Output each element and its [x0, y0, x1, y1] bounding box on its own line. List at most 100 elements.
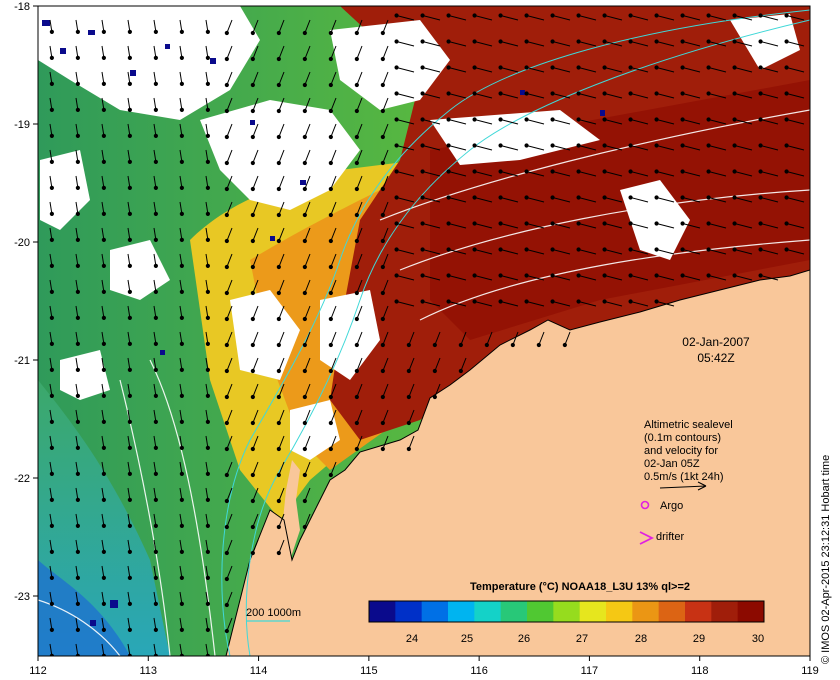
velocity-arrow: [278, 45, 285, 60]
velocity-arrow-head: [302, 82, 307, 88]
velocity-arrow: [552, 119, 571, 125]
velocity-arrow-head: [49, 471, 54, 476]
velocity-arrow: [526, 145, 545, 151]
velocity-arrow-head: [602, 91, 607, 96]
velocity-arrow-head: [205, 445, 210, 450]
velocity-arrow-head: [432, 394, 437, 400]
velocity-arrow: [356, 331, 363, 346]
velocity-arrow-head: [550, 299, 555, 304]
velocity-arrow-head: [472, 91, 477, 96]
velocity-arrow-head: [224, 498, 229, 504]
velocity-arrow: [422, 249, 441, 255]
velocity-arrow: [604, 301, 623, 307]
velocity-arrow: [474, 249, 493, 255]
y-tick-label: -21: [14, 355, 30, 367]
velocity-arrow-head: [224, 186, 229, 192]
velocity-arrow-head: [732, 143, 737, 148]
colorbar-tick-label: 25: [461, 633, 473, 645]
velocity-arrow-head: [153, 55, 158, 60]
velocity-arrow-head: [179, 627, 184, 632]
velocity-arrow-head: [706, 91, 711, 96]
velocity-arrow-head: [380, 56, 385, 62]
velocity-arrow-head: [205, 55, 210, 60]
velocity-arrow-head: [302, 108, 307, 114]
velocity-arrow: [226, 487, 233, 502]
velocity-arrow: [526, 249, 545, 255]
velocity-arrow: [304, 149, 311, 164]
velocity-arrow: [474, 171, 493, 177]
velocity-arrow: [278, 19, 285, 34]
velocity-arrow: [604, 275, 623, 281]
velocity-arrow-head: [328, 108, 333, 114]
velocity-arrow-head: [420, 247, 425, 252]
velocity-arrow: [356, 279, 363, 294]
velocity-arrow-head: [524, 39, 529, 44]
velocity-arrow: [526, 301, 545, 307]
velocity-arrow-head: [354, 446, 359, 452]
velocity-arrow-head: [127, 159, 132, 164]
velocity-arrow-head: [420, 91, 425, 96]
velocity-arrow-head: [127, 289, 132, 294]
velocity-arrow-head: [758, 117, 763, 122]
velocity-arrow-head: [354, 290, 359, 296]
velocity-arrow: [422, 197, 441, 203]
velocity-arrow-head: [179, 341, 184, 346]
velocity-arrow: [278, 201, 285, 216]
velocity-arrow-head: [498, 273, 503, 278]
velocity-arrow: [252, 71, 259, 86]
velocity-arrow-head: [179, 471, 184, 476]
velocity-arrow-head: [758, 247, 763, 252]
velocity-arrow-head: [224, 160, 229, 166]
velocity-arrow-head: [276, 368, 281, 374]
velocity-arrow-head: [394, 65, 399, 70]
velocity-arrow-head: [406, 446, 411, 452]
velocity-arrow-head: [276, 498, 281, 504]
velocity-arrow-head: [205, 341, 210, 346]
velocity-arrow: [422, 275, 441, 281]
velocity-arrow-head: [302, 368, 307, 374]
velocity-arrow: [708, 93, 727, 99]
velocity-arrow-head: [224, 550, 229, 556]
velocity-arrow-head: [127, 549, 132, 554]
velocity-arrow-head: [205, 627, 210, 632]
velocity-arrow-head: [432, 342, 437, 348]
velocity-arrow: [552, 275, 571, 281]
velocity-arrow-head: [276, 30, 281, 36]
velocity-arrow-head: [328, 394, 333, 400]
velocity-arrow: [278, 357, 285, 372]
velocity-arrow-head: [498, 65, 503, 70]
colorbar-title: Temperature (°C) NOAA18_L3U 13% ql>=2: [470, 581, 690, 593]
velocity-arrow: [382, 71, 389, 86]
velocity-arrow-head: [524, 143, 529, 148]
velocity-arrow-head: [576, 13, 581, 18]
velocity-arrow-head: [328, 186, 333, 192]
velocity-arrow: [226, 45, 233, 60]
velocity-arrow: [734, 223, 753, 229]
colorbar-swatch: [737, 601, 765, 622]
velocity-arrow: [604, 67, 623, 73]
velocity-arrow: [630, 119, 649, 125]
velocity-arrow-head: [732, 117, 737, 122]
velocity-arrow-head: [153, 107, 158, 112]
velocity-arrow-head: [205, 471, 210, 476]
velocity-arrow-head: [524, 299, 529, 304]
velocity-arrow-head: [153, 471, 158, 476]
velocity-arrow: [760, 197, 779, 203]
velocity-arrow: [330, 279, 337, 294]
velocity-arrow-head: [153, 237, 158, 242]
velocity-arrow-head: [550, 143, 555, 148]
velocity-arrow-head: [380, 342, 385, 348]
velocity-arrow-head: [127, 29, 132, 34]
velocity-arrow: [330, 383, 337, 398]
velocity-arrow: [356, 435, 363, 450]
velocity-arrow-head: [328, 56, 333, 62]
velocity-legend: Altimetric sealevel (0.1m contours) and …: [639, 419, 733, 545]
velocity-arrow-head: [784, 221, 789, 226]
velocity-arrow-head: [758, 65, 763, 70]
velocity-arrow: [408, 331, 415, 346]
velocity-arrow: [448, 15, 467, 21]
velocity-arrow: [682, 275, 701, 281]
velocity-arrow-head: [224, 524, 229, 530]
velocity-arrow-head: [101, 289, 106, 294]
velocity-arrow: [500, 67, 519, 73]
